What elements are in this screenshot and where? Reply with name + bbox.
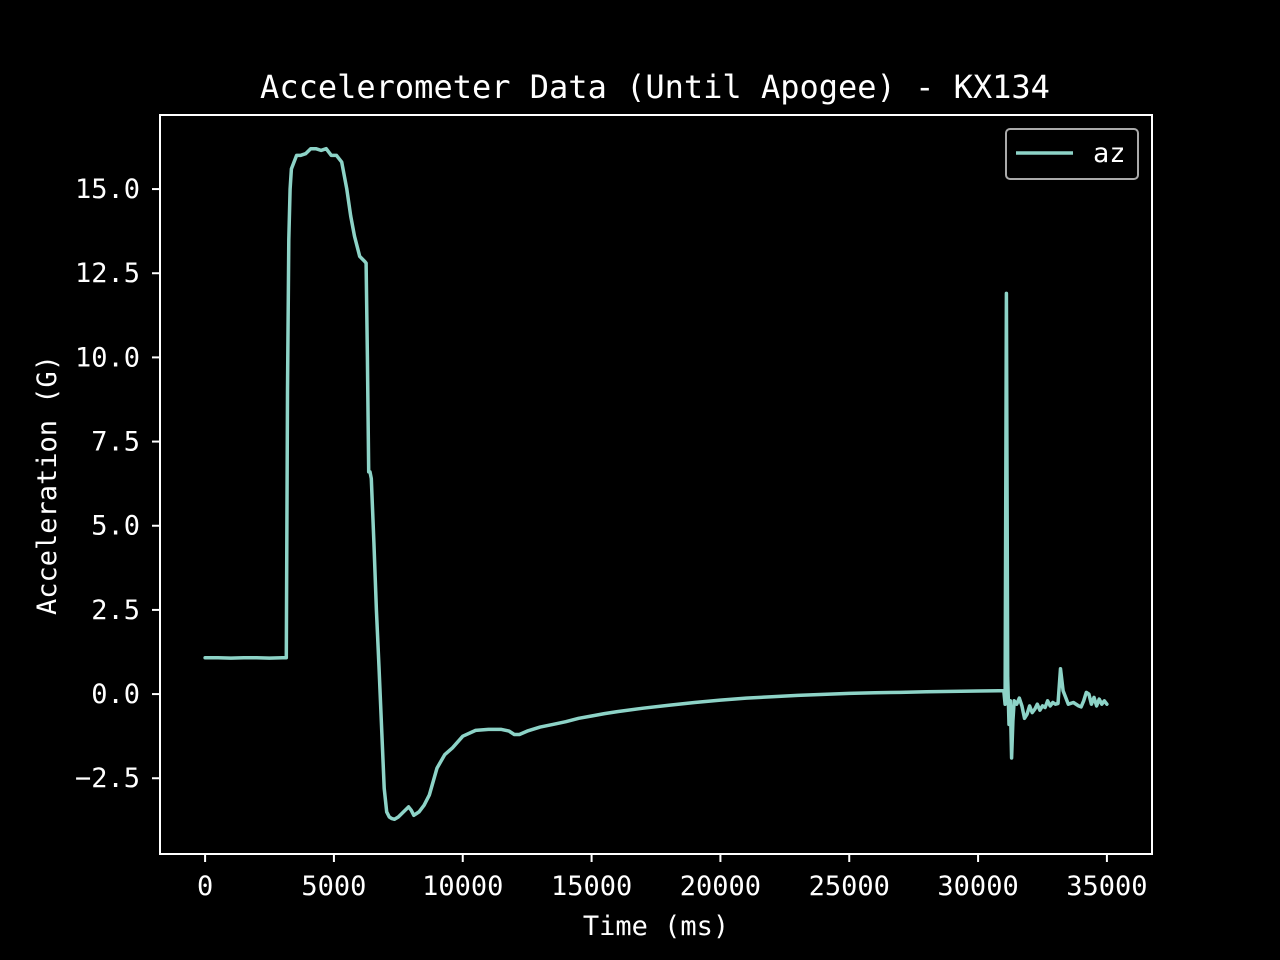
plot-frame xyxy=(159,114,1153,855)
x-axis-ticks: 0 5000 10000 15000 20000 25000 30000 35000 xyxy=(197,854,1148,902)
legend: az xyxy=(1005,128,1139,180)
y-tick-label: 10.0 xyxy=(75,342,140,373)
y-tick-label: 12.5 xyxy=(75,258,140,289)
y-tick-label: 0.0 xyxy=(91,679,140,710)
x-tick-label: 20000 xyxy=(680,871,761,902)
y-tick-label: 15.0 xyxy=(75,174,140,205)
y-axis-label: Acceleration (G) xyxy=(32,355,63,615)
legend-label-az: az xyxy=(1093,138,1126,169)
series-layer xyxy=(203,146,1109,822)
x-tick-label: 25000 xyxy=(809,871,890,902)
y-tick-label: 5.0 xyxy=(91,511,140,542)
x-tick-label: 5000 xyxy=(301,871,366,902)
x-tick-label: 10000 xyxy=(422,871,503,902)
x-tick-label: 15000 xyxy=(551,871,632,902)
y-tick-label: −2.5 xyxy=(75,763,140,794)
chart-title: Accelerometer Data (Until Apogee) - KX13… xyxy=(260,68,1050,106)
x-axis-label: Time (ms) xyxy=(583,911,729,942)
x-tick-label: 35000 xyxy=(1066,871,1147,902)
y-tick-label: 2.5 xyxy=(91,595,140,626)
plot-area xyxy=(159,114,1153,855)
series-line-az xyxy=(203,146,1109,822)
x-tick-label: 0 xyxy=(197,871,213,902)
y-tick-label: 7.5 xyxy=(91,427,140,458)
y-axis-ticks: −2.5 0.0 2.5 5.0 7.5 10.0 12.5 15.0 xyxy=(75,174,160,794)
x-tick-label: 30000 xyxy=(937,871,1018,902)
